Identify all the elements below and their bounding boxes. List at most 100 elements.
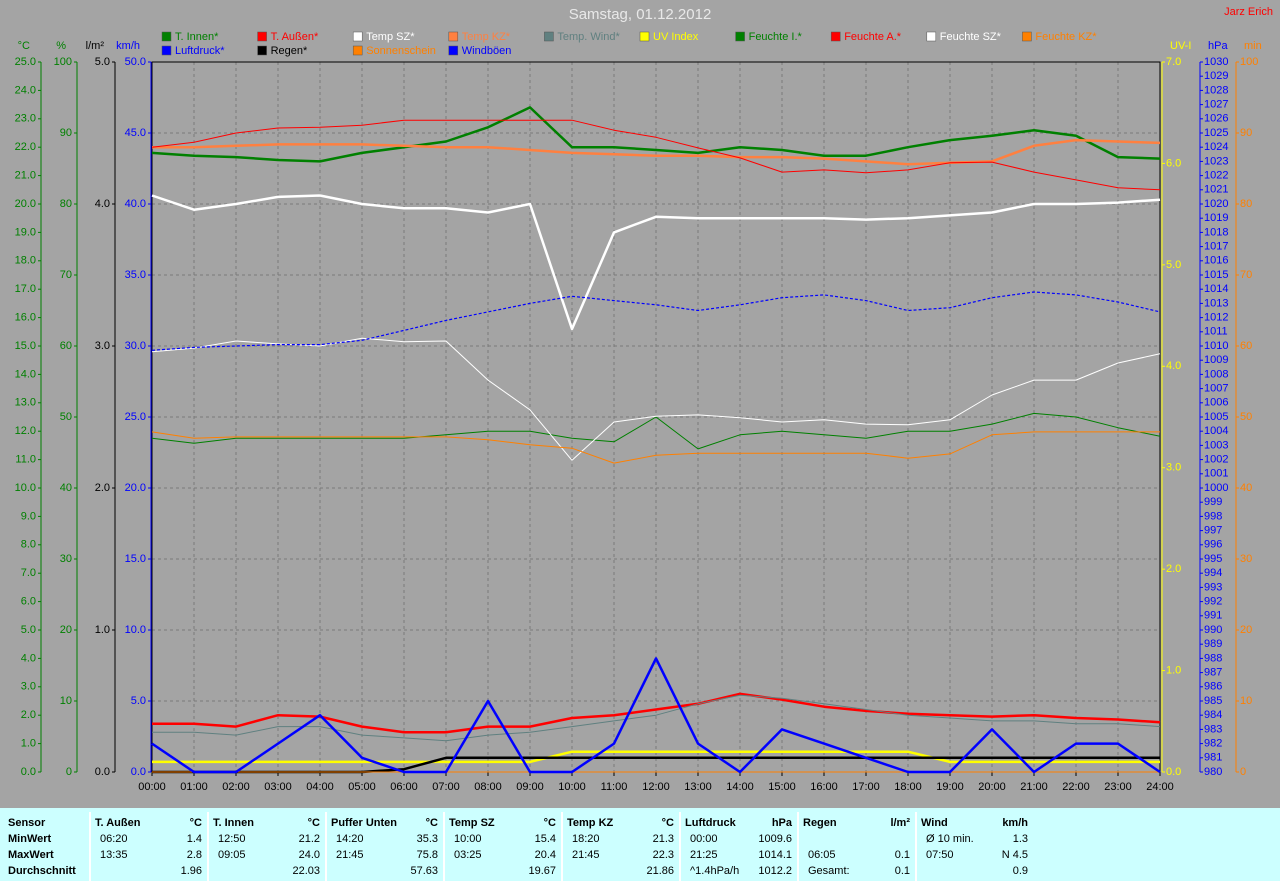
series-line	[151, 657, 1161, 774]
y-tick-label: 80	[60, 198, 72, 210]
y-tick-label: 40	[60, 482, 72, 494]
y-tick-label: 12.0	[15, 425, 36, 437]
y-tick-label: 999	[1204, 496, 1222, 508]
y-tick-label: 40	[1240, 482, 1252, 494]
y-tick-label: 3.0	[21, 681, 36, 693]
y-tick-label: 1003	[1204, 439, 1228, 451]
y-tick-label: 20.0	[15, 198, 36, 210]
column-header: Luftdruck	[685, 817, 737, 829]
y-tick-label: 1013	[1204, 297, 1228, 309]
x-tick-label: 09:00	[516, 781, 544, 793]
y-tick-label: 1020	[1204, 198, 1228, 210]
cell-value: 0.1	[895, 849, 910, 861]
y-tick-label: 50.0	[125, 56, 146, 68]
y-tick-label: 989	[1204, 638, 1222, 650]
legend-swatch	[926, 31, 937, 42]
y-tick-label: 1007	[1204, 383, 1228, 395]
legend-swatch	[352, 45, 363, 56]
y-tick-label: 100	[54, 56, 72, 68]
series-line	[152, 138, 1161, 166]
cell-value: N 4.5	[1002, 849, 1028, 861]
y-tick-label: 7.0	[1166, 56, 1181, 68]
column-unit: hPa	[772, 817, 793, 829]
y-tick-label: 1000	[1204, 482, 1228, 494]
y-tick-label: 70	[1240, 269, 1252, 281]
y-tick-label: 22.0	[15, 141, 36, 153]
y-tick-label: 4.0	[1166, 360, 1181, 372]
y-tick-label: 1011	[1204, 326, 1228, 338]
cell-time: 06:05	[808, 849, 836, 861]
y-tick-label: 987	[1204, 667, 1222, 679]
cell-value: 1.96	[181, 865, 202, 877]
legend-label: Temp SZ*	[366, 31, 415, 43]
y-tick-label: 35.0	[125, 269, 146, 281]
y-tick-label: 10	[1240, 695, 1252, 707]
cell-value: 57.63	[410, 865, 438, 877]
legend-label: Sonnenschein	[366, 45, 436, 57]
y-tick-label: 0.0	[95, 766, 110, 778]
cell-time: 03:25	[454, 849, 482, 861]
y-tick-label: 1006	[1204, 397, 1228, 409]
legend-swatch	[448, 31, 459, 42]
column-unit: °C	[662, 817, 674, 829]
y-tick-label: 5.0	[131, 695, 146, 707]
y-tick-label: 20	[1240, 624, 1252, 636]
row-label: Sensor	[8, 817, 46, 829]
column-header: Wind	[921, 817, 948, 829]
y-tick-label: 16.0	[15, 312, 36, 324]
y-tick-label: 1016	[1204, 255, 1228, 267]
cell-time: 09:05	[218, 849, 246, 861]
column-header: T. Innen	[213, 817, 254, 829]
cell-value: 22.3	[653, 849, 674, 861]
cell-time: 21:45	[336, 849, 364, 861]
series-line	[152, 750, 1160, 764]
y-tick-label: 8.0	[21, 539, 36, 551]
x-tick-label: 01:00	[180, 781, 208, 793]
y-tick-label: 18.0	[15, 255, 36, 267]
y-tick-label: 0	[1240, 766, 1246, 778]
x-tick-label: 05:00	[348, 781, 376, 793]
column-unit: °C	[544, 817, 556, 829]
cell-value: 1012.2	[758, 865, 792, 877]
x-tick-label: 14:00	[726, 781, 754, 793]
cell-time: 21:25	[690, 849, 718, 861]
x-tick-label: 03:00	[264, 781, 292, 793]
column-unit: °C	[190, 817, 202, 829]
y-tick-label: 0.0	[21, 766, 36, 778]
y-tick-label: 40.0	[125, 198, 146, 210]
legend-label: UV Index	[653, 31, 699, 43]
column-unit: °C	[308, 817, 320, 829]
x-tick-label: 21:00	[1020, 781, 1048, 793]
y-tick-label: 990	[1204, 624, 1222, 636]
y-tick-label: 1014	[1204, 283, 1228, 295]
y-tick-label: 1005	[1204, 411, 1228, 423]
y-tick-label: 7.0	[21, 567, 36, 579]
y-tick-label: 1008	[1204, 368, 1228, 380]
x-tick-label: 04:00	[306, 781, 334, 793]
x-tick-label: 08:00	[474, 781, 502, 793]
y-tick-label: 2.0	[21, 709, 36, 721]
series-line	[151, 119, 1161, 191]
cell-time: Gesamt:	[808, 865, 850, 877]
y-tick-label: 4.0	[95, 198, 110, 210]
series-line	[151, 106, 1161, 163]
y-tick-label: 4.0	[21, 652, 36, 664]
x-tick-label: 18:00	[894, 781, 922, 793]
column-header: Regen	[803, 817, 837, 829]
y-tick-label: 1024	[1204, 141, 1228, 153]
y-tick-label: 994	[1204, 567, 1222, 579]
legend-label: Feuchte A.*	[844, 31, 902, 43]
legend-label: Windböen	[462, 45, 512, 57]
cell-value: 19.67	[528, 865, 556, 877]
y-tick-label: 30.0	[125, 340, 146, 352]
column-header: Temp SZ	[449, 817, 495, 829]
cell-time: 18:20	[572, 833, 600, 845]
x-tick-label: 02:00	[222, 781, 250, 793]
y-tick-label: 1030	[1204, 56, 1228, 68]
axis-unit: UV-I	[1170, 40, 1191, 52]
y-tick-label: 1010	[1204, 340, 1228, 352]
x-tick-label: 10:00	[558, 781, 586, 793]
y-tick-label: 1012	[1204, 312, 1228, 324]
y-tick-label: 5.0	[1166, 259, 1181, 271]
